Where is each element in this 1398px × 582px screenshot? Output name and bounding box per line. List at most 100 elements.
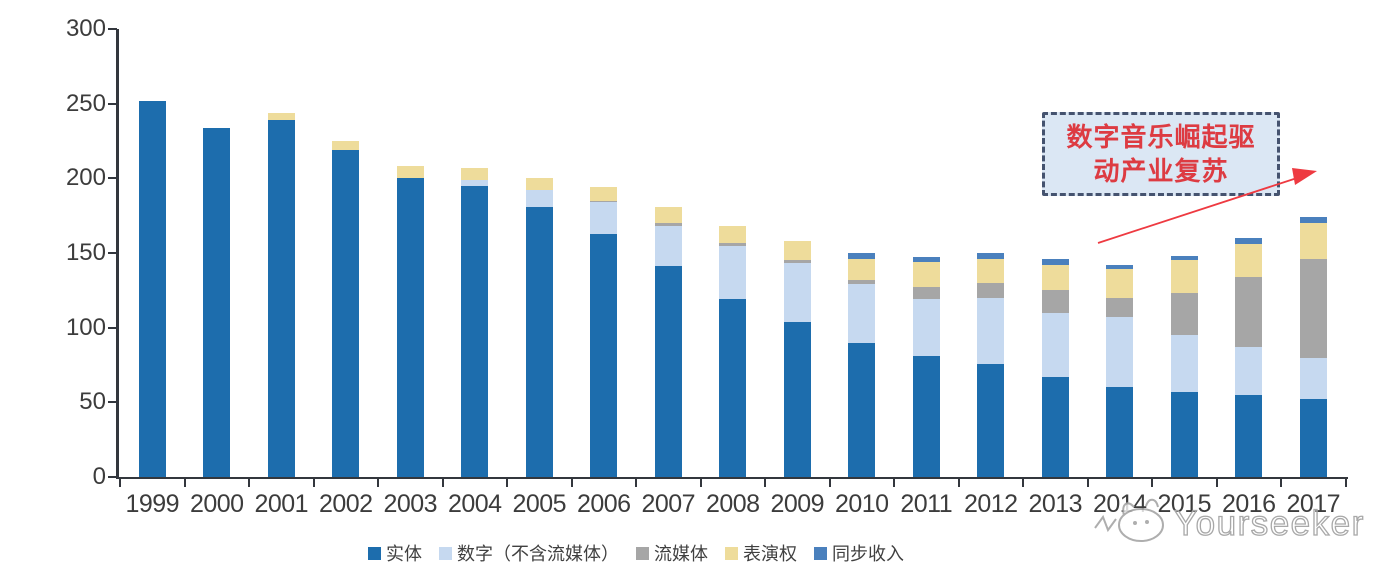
bar-segment-2015 [1170,335,1198,392]
bar-segment-2011 [912,257,940,262]
bar-segment-2012 [977,297,1005,364]
bar-segment-2011 [912,299,940,357]
x-axis-label: 2002 [318,490,373,518]
x-axis-label: 2012 [963,490,1018,518]
bar-segment-2015 [1170,255,1198,261]
bar-segment-2010 [848,258,876,280]
bar-segment-2016 [1235,347,1263,395]
bar-segment-2016 [1235,244,1263,277]
bar-segment-2017 [1299,357,1327,400]
y-axis-tick-label: 0 [92,463,106,490]
bar-segment-2004 [461,167,489,180]
bar-segment-2016 [1235,238,1263,245]
bar-segment-2010 [848,279,876,285]
bar-segment-2008 [719,245,747,300]
bar-segment-2010 [848,284,876,343]
x-axis-tick [699,479,702,487]
bar-segment-2015 [1170,260,1198,294]
x-axis-tick [119,479,121,487]
cat-face-logo-icon [1094,498,1164,542]
x-axis-label: 2013 [1028,490,1083,518]
bar-segment-2008 [719,226,747,243]
x-axis-label: 2000 [189,490,244,518]
bar-segment-2000 [203,127,231,477]
watermark-text: Yourseeker [1173,503,1365,543]
x-axis-tick [248,479,250,487]
bar-segment-2008 [719,299,747,477]
x-axis-tick [635,479,637,487]
y-axis-tick [108,102,117,105]
legend-item: 表演权 [725,540,797,566]
x-axis-tick [1086,479,1089,487]
bar-segment-2012 [977,253,1005,259]
x-axis-tick [312,479,315,487]
legend-swatch [725,546,738,560]
bar-segment-2012 [977,282,1005,298]
legend-item: 流媒体 [636,540,708,566]
bar-segment-2016 [1235,394,1263,477]
chart-legend: 实体 数字（不含流媒体） 流媒体 表演权 同步收入 [368,540,904,566]
bar-segment-2014 [1106,317,1134,388]
legend-label: 同步收入 [832,544,904,564]
bar-segment-2003 [396,166,424,179]
bar-segment-2009 [783,321,811,477]
y-axis-tick-label: 50 [79,388,106,416]
x-axis-tick [1151,479,1153,487]
legend-item: 数字（不含流媒体） [439,540,619,566]
legend-label: 表演权 [743,544,797,564]
bar-segment-2015 [1170,391,1198,477]
bar-segment-2006 [590,233,618,477]
legend-swatch [636,546,649,560]
x-axis-tick [1022,479,1024,487]
bar-segment-2007 [654,226,682,267]
annotation-text-line1: 数字音乐崛起驱 [1066,122,1256,152]
bar-segment-2012 [977,258,1005,283]
x-axis-tick [506,479,508,487]
x-axis-line [116,476,1348,479]
y-axis-line [116,29,119,478]
x-axis-label: 2009 [770,490,825,518]
bar-segment-1999 [138,100,166,477]
bar-segment-2004 [461,179,489,186]
bar-segment-2012 [977,363,1005,477]
bar-segment-2014 [1106,297,1134,318]
bar-segment-2013 [1041,376,1069,477]
bar-segment-2013 [1041,312,1069,377]
bar-segment-2010 [848,342,876,477]
bar-segment-2005 [525,178,553,191]
bar-segment-2014 [1106,264,1134,270]
legend-swatch [814,546,827,560]
legend-item: 实体 [368,540,422,566]
x-axis-tick [764,479,766,487]
bar-segment-2007 [654,223,682,227]
annotation-text-line2: 动产业复苏 [1093,156,1229,186]
annotation-callout-box: 数字音乐崛起驱 动产业复苏 [1042,112,1280,196]
bar-segment-2005 [525,190,553,207]
y-axis-tick-label: 150 [65,239,106,266]
x-axis-tick [183,479,186,487]
bar-segment-2015 [1170,293,1198,336]
bar-segment-2009 [783,260,811,264]
bar-segment-2001 [267,120,295,477]
x-axis-tick [893,479,895,487]
bar-segment-2001 [267,112,295,121]
x-axis-label: 2006 [576,490,631,518]
x-axis-label: 2011 [900,490,953,518]
legend-label: 数字（不含流媒体） [457,544,619,564]
x-axis-label: 2003 [383,490,438,518]
bar-segment-2011 [912,287,940,300]
y-axis-tick [108,252,117,254]
bar-segment-2013 [1041,290,1069,313]
y-axis-tick [108,177,117,180]
y-axis-tick [108,28,117,30]
legend-label: 流媒体 [654,544,708,564]
bar-segment-2007 [654,266,682,477]
x-axis-label: 1999 [125,490,180,518]
bar-segment-2004 [461,185,489,477]
y-axis-tick-label: 250 [65,89,106,117]
bar-segment-2010 [848,253,876,259]
x-axis-tick [1215,479,1218,487]
bar-segment-2016 [1235,276,1263,348]
x-axis-tick [828,479,831,487]
